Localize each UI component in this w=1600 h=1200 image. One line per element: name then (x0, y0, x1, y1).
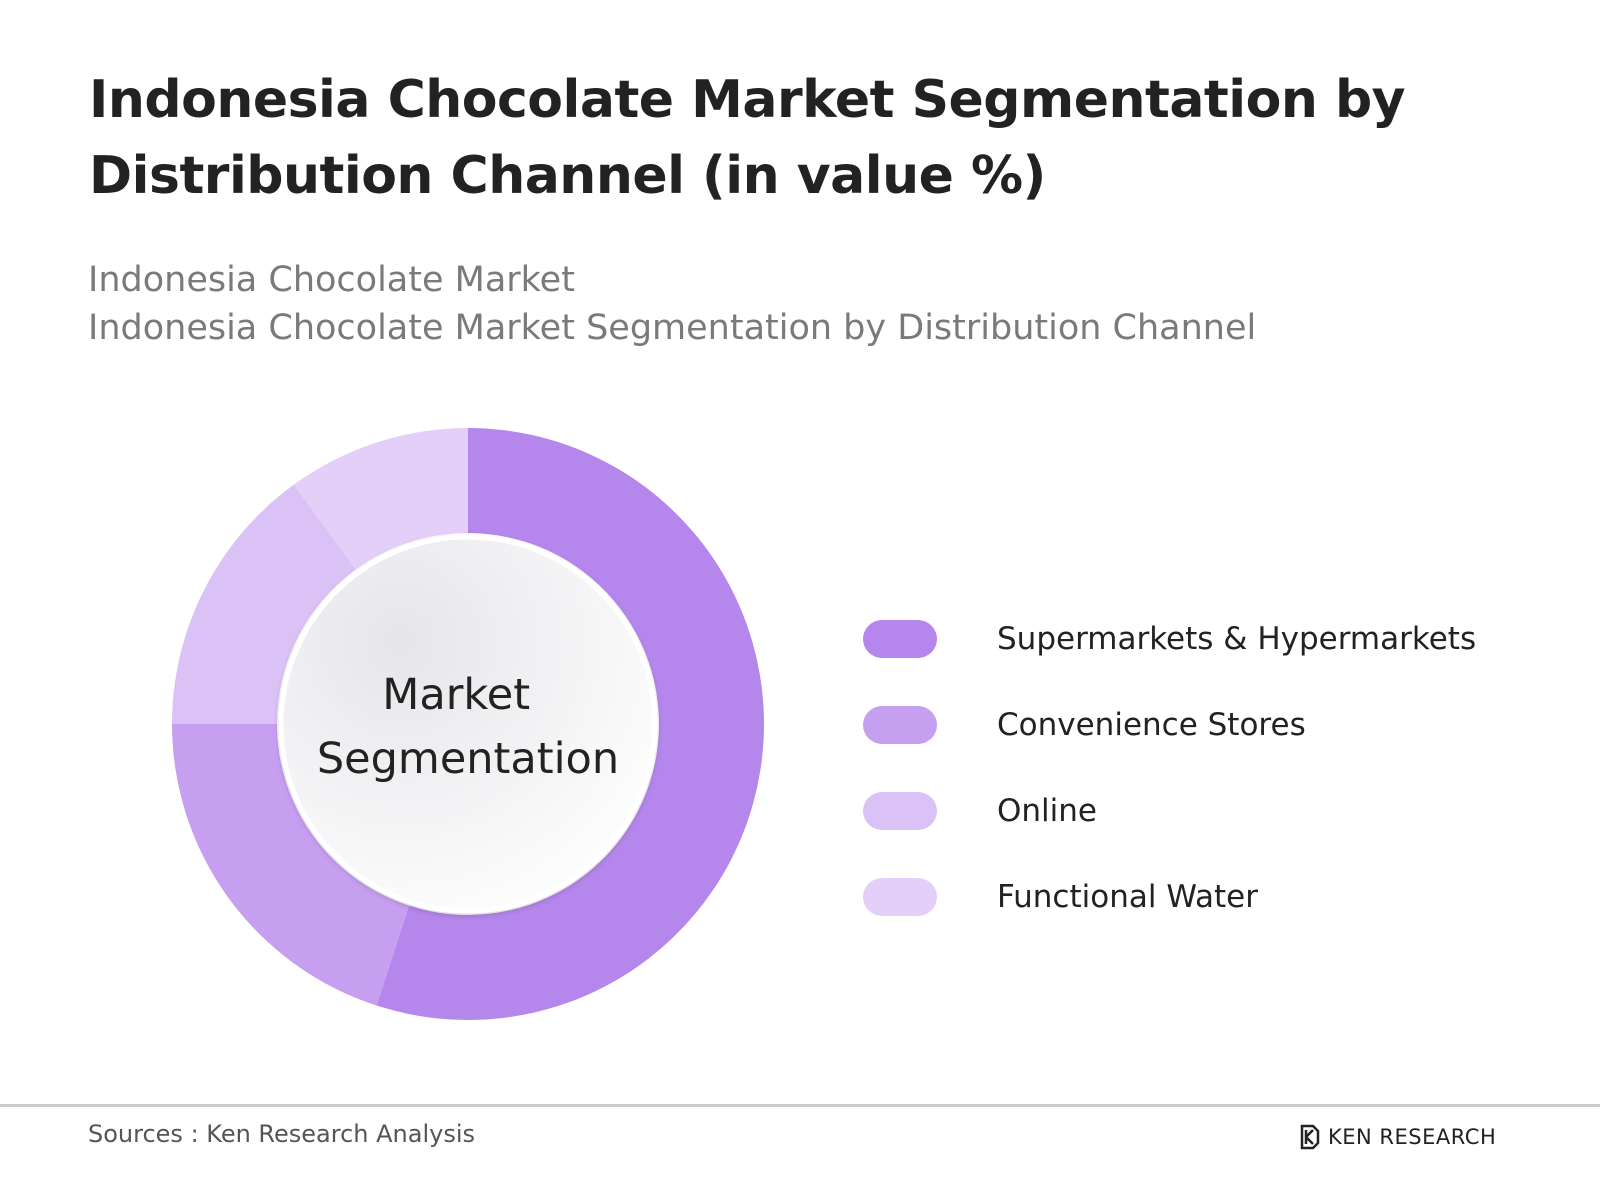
chart-legend: Supermarkets & Hypermarkets Convenience … (863, 596, 1476, 940)
brand-name: KEN RESEARCH (1328, 1125, 1497, 1149)
legend-swatch (863, 878, 937, 916)
chart-subtitle: Indonesia Chocolate Market Indonesia Cho… (88, 256, 1256, 352)
legend-label: Functional Water (997, 879, 1258, 915)
subtitle-line-market: Indonesia Chocolate Market (88, 260, 575, 300)
brand-logo: KEN RESEARCH (1300, 1124, 1496, 1150)
center-label-line-1: Market (382, 670, 530, 720)
donut-slice-functional-water (294, 428, 468, 570)
center-label: Market Segmentation (317, 670, 619, 784)
donut-slice-online (172, 484, 356, 724)
legend-item-convenience-stores: Convenience Stores (863, 682, 1476, 768)
footer-divider (0, 1104, 1600, 1107)
legend-label: Supermarkets & Hypermarkets (997, 621, 1477, 657)
center-label-line-2: Segmentation (317, 734, 619, 784)
subtitle-line-segmentation: Indonesia Chocolate Market Segmentation … (88, 308, 1257, 348)
legend-swatch (863, 620, 937, 658)
donut-slice-supermarkets-hypermarkets (376, 428, 764, 1020)
chart-title: Indonesia Chocolate Market Segmentation … (89, 70, 1406, 206)
legend-item-online: Online (863, 768, 1476, 854)
ken-research-logo-icon (1300, 1124, 1320, 1150)
donut-slice-convenience-stores (172, 724, 409, 1006)
legend-item-functional-water: Functional Water (863, 854, 1476, 940)
legend-label: Online (997, 793, 1097, 829)
donut-center (278, 534, 658, 914)
legend-swatch (863, 706, 937, 744)
legend-label: Convenience Stores (997, 707, 1306, 743)
source-note: Sources : Ken Research Analysis (88, 1120, 476, 1148)
legend-swatch (863, 792, 937, 830)
legend-item-supermarkets: Supermarkets & Hypermarkets (863, 596, 1476, 682)
